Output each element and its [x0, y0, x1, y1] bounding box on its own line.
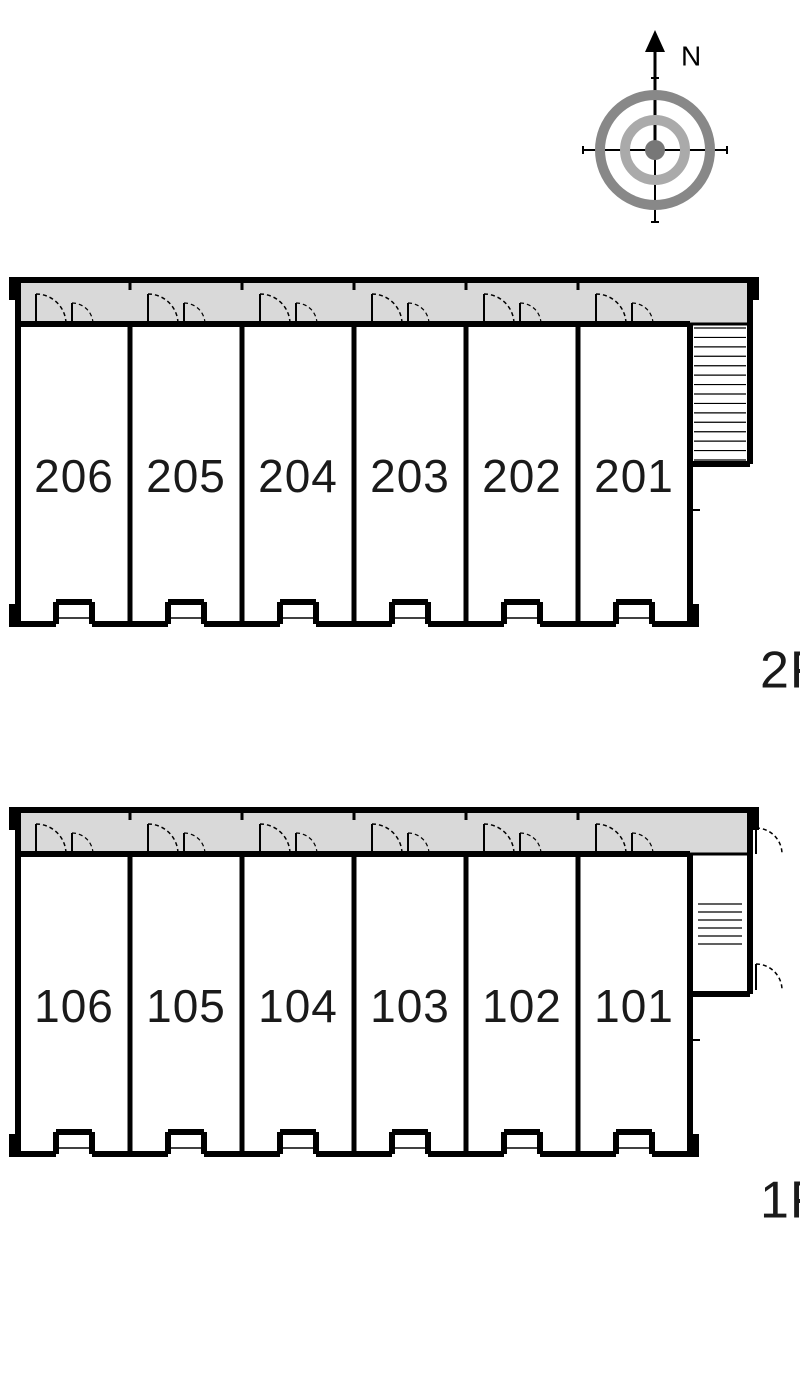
compass-arrowhead: [645, 30, 665, 52]
floor-label-2F: 2F: [760, 642, 800, 700]
corridor: [18, 810, 750, 854]
room-label-104: 104: [258, 980, 338, 1032]
room-label-204: 204: [258, 450, 338, 502]
floor-2F: 206 205 204 203 202 201 2F: [12, 277, 800, 700]
room-label-205: 205: [146, 450, 226, 502]
room-label-203: 203: [370, 450, 450, 502]
room-label-102: 102: [482, 980, 562, 1032]
room-label-103: 103: [370, 980, 450, 1032]
floor-1F: 106 105 104 103 102 101 1F: [12, 807, 800, 1230]
floor-label-1F: 1F: [760, 1172, 800, 1230]
room-label-105: 105: [146, 980, 226, 1032]
room-label-106: 106: [34, 980, 114, 1032]
compass: N: [583, 30, 727, 222]
room-label-101: 101: [594, 980, 674, 1032]
room-label-206: 206: [34, 450, 114, 502]
room-label-201: 201: [594, 450, 674, 502]
compass-label: N: [681, 40, 702, 71]
corridor: [18, 280, 750, 324]
room-label-202: 202: [482, 450, 562, 502]
